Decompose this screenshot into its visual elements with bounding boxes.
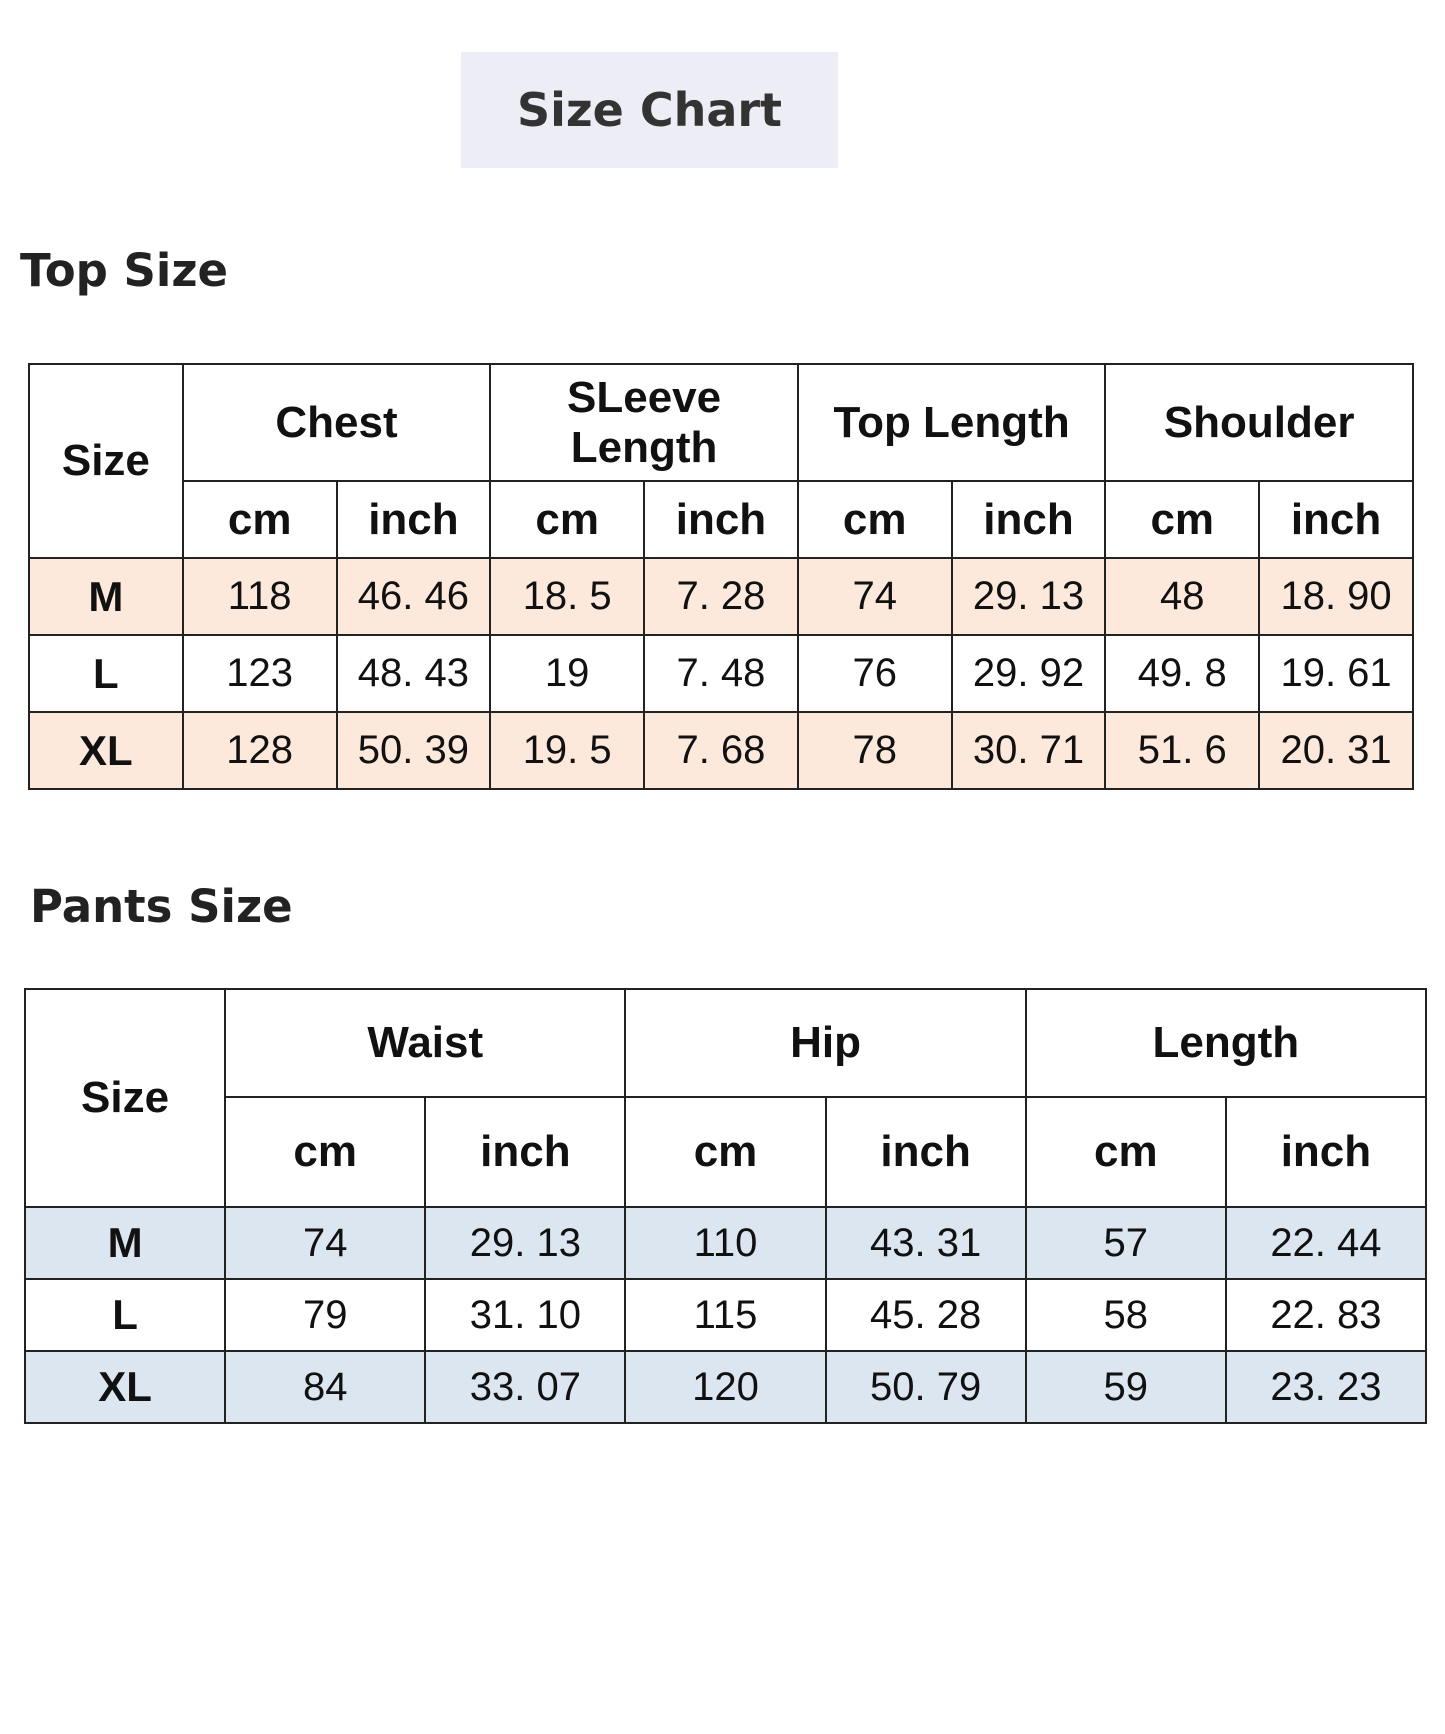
value-cell: 49. 8 [1104,634,1261,713]
value-cell: 74 [796,557,953,636]
size-chart-title: Size Chart [461,52,838,168]
value-cell: 59 [1024,1350,1227,1424]
value-cell: 20. 31 [1258,711,1414,790]
pants-size-heading: Pants Size [30,880,293,933]
value-cell: 46. 46 [335,557,492,636]
unit-header: cm [624,1096,827,1208]
value-cell: 120 [624,1350,827,1424]
value-cell: 48 [1104,557,1261,636]
group-header: Hip [624,988,1027,1098]
value-cell: 7. 28 [643,557,799,636]
value-cell: 57 [1024,1206,1227,1280]
size-header: Size [23,988,227,1208]
value-cell: 110 [624,1206,827,1280]
value-cell: 48. 43 [335,634,492,713]
group-header: Shoulder [1104,363,1414,482]
group-header: SLeeve Length [489,363,799,482]
unit-header: cm [181,480,338,559]
group-header: Length [1024,988,1428,1098]
table-row: L 123 48. 43 19 7. 48 76 29. 92 49. 8 19. 61 [28,634,1414,713]
unit-header: inch [950,480,1107,559]
value-cell: 22. 44 [1224,1206,1428,1280]
unit-header: inch [824,1096,1027,1208]
table-row: XL 84 33. 07 120 50. 79 59 23. 23 [23,1350,1428,1424]
unit-header: inch [643,480,799,559]
value-cell: 19. 61 [1258,634,1414,713]
value-cell: 18. 90 [1258,557,1414,636]
unit-header: inch [1258,480,1414,559]
unit-header: inch [335,480,492,559]
unit-header: inch [1224,1096,1428,1208]
group-header: Top Length [796,363,1107,482]
group-header: Waist [224,988,627,1098]
top-size-table: Size Chest SLeeve Length Top Length Shoulder… [28,363,1414,790]
size-cell: M [23,1206,227,1280]
value-cell: 123 [181,634,338,713]
table-row: L 79 31. 10 115 45. 28 58 22. 83 [23,1278,1428,1352]
size-cell: L [23,1278,227,1352]
value-cell: 74 [224,1206,427,1280]
value-cell: 29. 92 [950,634,1107,713]
unit-header: inch [424,1096,627,1208]
unit-header: cm [489,480,646,559]
value-cell: 29. 13 [424,1206,627,1280]
unit-header: cm [1024,1096,1227,1208]
value-cell: 7. 68 [643,711,799,790]
table-row: M 118 46. 46 18. 5 7. 28 74 29. 13 48 18. 90 [28,557,1414,636]
value-cell: 79 [224,1278,427,1352]
value-cell: 78 [796,711,953,790]
size-header: Size [28,363,184,559]
unit-header: cm [224,1096,427,1208]
top-size-heading: Top Size [20,244,229,297]
size-cell: L [28,634,184,713]
value-cell: 115 [624,1278,827,1352]
value-cell: 23. 23 [1224,1350,1428,1424]
value-cell: 29. 13 [950,557,1107,636]
value-cell: 31. 10 [424,1278,627,1352]
unit-header: cm [1104,480,1261,559]
value-cell: 7. 48 [643,634,799,713]
value-cell: 51. 6 [1104,711,1261,790]
size-cell: XL [28,711,184,790]
value-cell: 118 [181,557,338,636]
pants-size-table: Size Waist Hip Length cm inch cm inch cm inch M 74 2… [23,988,1428,1424]
value-cell: 50. 79 [824,1350,1027,1424]
unit-header: cm [796,480,953,559]
value-cell: 30. 71 [950,711,1107,790]
table-row: XL 128 50. 39 19. 5 7. 68 78 30. 71 51. 6 20. 31 [28,711,1414,790]
table-row: M 74 29. 13 110 43. 31 57 22. 44 [23,1206,1428,1280]
value-cell: 19. 5 [489,711,646,790]
value-cell: 128 [181,711,338,790]
value-cell: 76 [796,634,953,713]
size-cell: XL [23,1350,227,1424]
size-cell: M [28,557,184,636]
value-cell: 33. 07 [424,1350,627,1424]
value-cell: 84 [224,1350,427,1424]
value-cell: 45. 28 [824,1278,1027,1352]
value-cell: 19 [489,634,646,713]
value-cell: 58 [1024,1278,1227,1352]
value-cell: 22. 83 [1224,1278,1428,1352]
group-header: Chest [181,363,492,482]
value-cell: 50. 39 [335,711,492,790]
value-cell: 18. 5 [489,557,646,636]
value-cell: 43. 31 [824,1206,1027,1280]
